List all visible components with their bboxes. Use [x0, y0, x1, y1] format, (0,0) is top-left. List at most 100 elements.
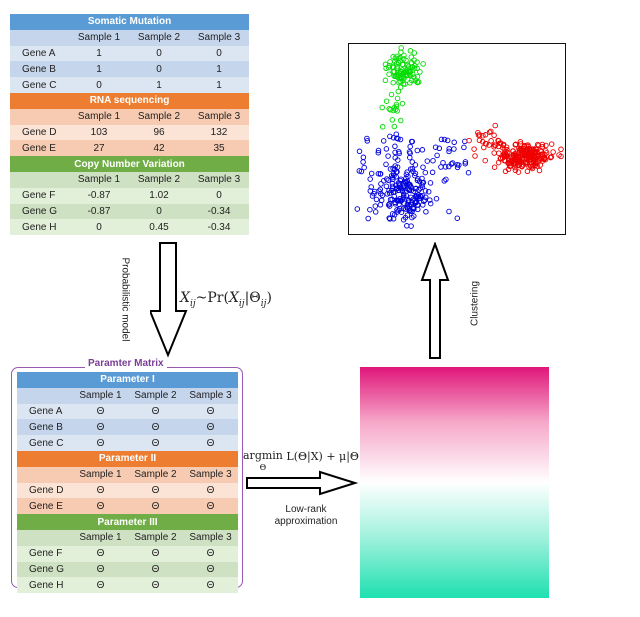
- scatter-point: [438, 136, 445, 143]
- scatter-point: [410, 196, 417, 202]
- table-cell: 1: [216, 79, 222, 91]
- row-label: Gene B: [22, 63, 56, 75]
- section-title: Somatic Mutation: [10, 14, 250, 30]
- row-label: Gene H: [29, 579, 64, 591]
- scatter-point: [537, 162, 544, 168]
- scatter-point: [422, 169, 429, 176]
- scatter-point: [486, 129, 493, 135]
- table-cell: Θ: [206, 405, 215, 417]
- scatter-point: [510, 160, 517, 166]
- scatter-point: [417, 69, 423, 75]
- table-cell: -0.87: [87, 190, 111, 202]
- scatter-point: [387, 107, 394, 113]
- table-cell: 0: [156, 47, 162, 59]
- scatter-point: [480, 132, 486, 139]
- table-cell: Θ: [96, 579, 105, 591]
- low-rank-label: Low-rank approximation: [266, 504, 346, 528]
- scatter-point: [400, 205, 407, 212]
- section-header-row: Parameter III: [17, 514, 239, 530]
- table-row: Gene H Θ Θ Θ: [17, 577, 239, 594]
- corner-cell: [10, 109, 69, 125]
- scatter-point: [461, 144, 467, 151]
- scatter-point: [407, 166, 414, 172]
- scatter-point: [406, 207, 413, 214]
- table-cell: Θ: [206, 437, 215, 449]
- scatter-point: [516, 157, 522, 163]
- scatter-point: [506, 160, 513, 167]
- down-arrow-icon: [150, 242, 188, 358]
- table-row: Gene E Θ Θ Θ: [17, 498, 239, 515]
- table-cell: 27: [93, 142, 105, 154]
- scatter-point: [404, 212, 411, 218]
- scatter-point: [408, 223, 414, 229]
- scatter-point: [409, 159, 416, 165]
- scatter-point: [372, 209, 379, 215]
- column-header-row: Sample 1 Sample 2 Sample 3: [17, 529, 239, 546]
- table-cell: Θ: [96, 500, 105, 512]
- cluster-scatter-plot: [348, 43, 566, 235]
- scatter-point: [354, 206, 361, 212]
- row-label: Gene C: [22, 79, 57, 91]
- table-cell: 1: [156, 79, 162, 91]
- table-cell: 103: [90, 126, 108, 138]
- scatter-point: [465, 169, 472, 176]
- row-label: Gene F: [22, 190, 56, 202]
- scatter-point: [419, 182, 425, 188]
- scatter-point: [532, 145, 539, 152]
- scatter-point: [424, 158, 431, 164]
- column-header-row: Sample 1 Sample 2 Sample 3: [17, 387, 239, 404]
- scatter-point: [427, 200, 434, 207]
- scatter-point: [409, 138, 416, 145]
- scatter-point: [392, 106, 399, 113]
- scatter-point: [454, 215, 461, 221]
- scatter-point: [495, 159, 502, 166]
- scatter-point: [491, 164, 498, 170]
- scatter-point: [472, 153, 478, 159]
- scatter-point: [380, 138, 387, 144]
- scatter-point: [539, 155, 545, 162]
- table-cell: 0: [216, 47, 222, 59]
- scatter-point: [475, 129, 481, 136]
- scatter-point: [392, 73, 399, 79]
- scatter-point: [387, 216, 393, 222]
- probabilistic-model-label: Probabilistic model: [120, 258, 131, 342]
- row-label: Gene G: [29, 563, 65, 575]
- scatter-point: [543, 148, 549, 154]
- scatter-point: [379, 192, 386, 199]
- scatter-point: [386, 71, 392, 77]
- scatter-point: [387, 59, 393, 65]
- scatter-point: [400, 74, 406, 80]
- scatter-point: [375, 147, 382, 154]
- scatter-point: [409, 166, 416, 172]
- scatter-point: [400, 81, 407, 87]
- scatter-point: [356, 148, 363, 155]
- scatter-point: [385, 202, 392, 208]
- scatter-point: [531, 154, 538, 161]
- scatter-point: [394, 65, 400, 72]
- table-cell: 1: [216, 63, 222, 75]
- scatter-point: [404, 201, 411, 208]
- scatter-point: [441, 178, 448, 184]
- scatter-point: [368, 170, 375, 177]
- table-cell: 0: [156, 205, 162, 217]
- scatter-point: [385, 153, 391, 159]
- table-cell: Θ: [151, 421, 160, 433]
- scatter-point: [462, 138, 468, 145]
- scatter-point: [367, 206, 373, 213]
- scatter-point: [390, 79, 396, 86]
- table-cell: 35: [213, 142, 225, 154]
- table-cell: Θ: [96, 548, 105, 560]
- scatter-point: [409, 199, 415, 205]
- scatter-point: [531, 157, 537, 164]
- scatter-point: [498, 155, 504, 161]
- scatter-point: [491, 150, 497, 156]
- scatter-point: [420, 61, 426, 67]
- scatter-point: [471, 146, 477, 152]
- scatter-point: [442, 164, 449, 170]
- section-title: Copy Number Variation: [10, 156, 250, 172]
- low-rank-line2: approximation: [274, 516, 338, 527]
- section-title: RNA sequencing: [10, 92, 250, 109]
- scatter-point: [390, 216, 397, 222]
- scatter-point: [501, 157, 508, 164]
- scatter-point: [391, 123, 398, 130]
